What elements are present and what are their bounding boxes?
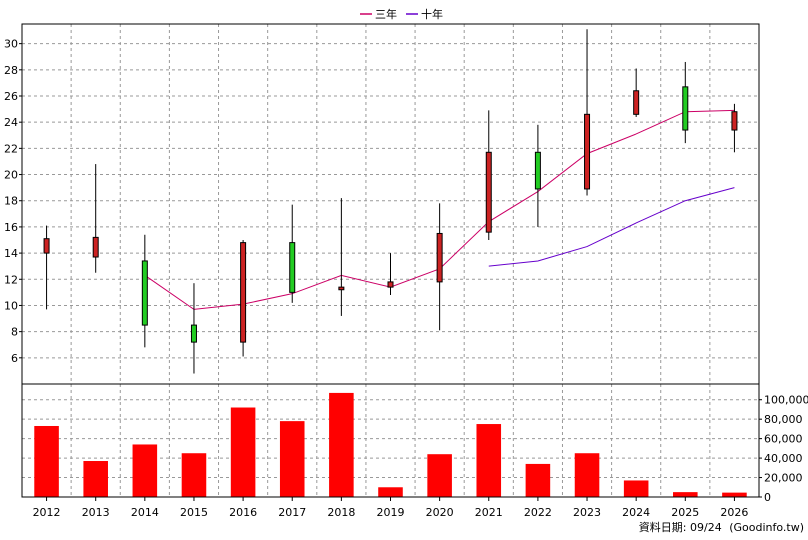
volume-bar bbox=[34, 425, 59, 497]
footer-source: (Goodinfo.tw) bbox=[729, 521, 804, 534]
volume-axis: 0 20,000 40,000 60,000 80,000 100,000 bbox=[759, 394, 808, 504]
candlestick bbox=[584, 29, 591, 196]
x-tick-label: 2023 bbox=[573, 506, 601, 519]
y-tick-label: 30 bbox=[4, 38, 18, 51]
candlestick bbox=[289, 204, 296, 303]
candlestick bbox=[534, 124, 541, 227]
candle-body bbox=[584, 113, 591, 190]
y-tick-label: 20 bbox=[4, 169, 18, 182]
y-tick-label: 26 bbox=[4, 90, 18, 103]
candlestick bbox=[436, 203, 443, 331]
x-tick-label: 2013 bbox=[82, 506, 110, 519]
series-line bbox=[488, 187, 735, 267]
volume-tick-label: 40,000 bbox=[764, 452, 803, 465]
volume-bar bbox=[230, 407, 256, 497]
x-tick-label: 2015 bbox=[180, 506, 208, 519]
x-tick-label: 2017 bbox=[278, 506, 306, 519]
candlestick bbox=[43, 225, 50, 310]
candle-body bbox=[534, 151, 541, 190]
volume-bar bbox=[623, 480, 649, 497]
y-tick-label: 16 bbox=[4, 221, 18, 234]
candlestick bbox=[141, 234, 148, 348]
volume-bar bbox=[525, 463, 551, 497]
volume-bar bbox=[722, 492, 747, 497]
candle-body bbox=[240, 242, 247, 343]
y-tick-label: 6 bbox=[11, 352, 18, 365]
candle-body bbox=[92, 236, 99, 258]
candle-body bbox=[141, 260, 148, 326]
x-tick-label: 2021 bbox=[475, 506, 503, 519]
volume-bar bbox=[673, 492, 698, 497]
footer-date-source: 資料日期: 09/24 (Goodinfo.tw) bbox=[639, 520, 804, 534]
candlesticks bbox=[43, 29, 738, 374]
candlestick bbox=[338, 198, 345, 316]
candlestick bbox=[731, 103, 738, 153]
y-tick-label: 22 bbox=[4, 142, 18, 155]
volume-bar bbox=[378, 487, 403, 497]
x-tick-label: 2025 bbox=[671, 506, 699, 519]
volume-bar bbox=[427, 454, 452, 497]
volume-tick-label: 0 bbox=[764, 491, 771, 504]
x-tick-label: 2016 bbox=[229, 506, 257, 519]
volume-tick-label: 60,000 bbox=[764, 433, 803, 446]
volume-tick-label: 20,000 bbox=[764, 472, 803, 485]
volume-tick-label: 80,000 bbox=[764, 413, 803, 426]
volume-bar bbox=[181, 453, 207, 497]
candle-body bbox=[485, 151, 492, 233]
candle-body bbox=[731, 111, 738, 131]
candlestick bbox=[485, 110, 492, 240]
x-tick-label: 2022 bbox=[524, 506, 552, 519]
candle-body bbox=[289, 242, 296, 293]
volume-bar bbox=[574, 453, 600, 497]
candlestick bbox=[633, 68, 640, 117]
candlestick bbox=[387, 253, 394, 295]
candle-body bbox=[682, 86, 689, 131]
y-tick-label: 28 bbox=[4, 64, 18, 77]
x-tick-label: 2018 bbox=[327, 506, 355, 519]
y-tick-label: 24 bbox=[4, 116, 18, 129]
volume-bar bbox=[83, 461, 108, 497]
x-tick-label: 2012 bbox=[33, 506, 61, 519]
candlestick bbox=[92, 164, 99, 273]
y-tick-label: 8 bbox=[11, 326, 18, 339]
legend-label: 十年 bbox=[421, 7, 443, 21]
candle-body bbox=[436, 232, 443, 283]
volume-bar bbox=[476, 424, 502, 497]
volume-bars bbox=[34, 392, 747, 497]
y-tick-label: 14 bbox=[4, 247, 18, 260]
candle-body bbox=[387, 281, 394, 288]
y-tick-label: 18 bbox=[4, 195, 18, 208]
year-axis: 2012 2013 2014 2015 2016 2017 2018 2019 2020 2021… bbox=[33, 497, 748, 519]
volume-bar bbox=[279, 421, 305, 497]
x-tick-label: 2026 bbox=[720, 506, 748, 519]
volume-bar bbox=[132, 444, 158, 497]
x-tick-label: 2024 bbox=[622, 506, 650, 519]
volume-tick-label: 100,000 bbox=[764, 394, 808, 407]
candle-body bbox=[338, 286, 345, 291]
volume-bar bbox=[329, 392, 354, 497]
candle-body bbox=[633, 90, 640, 115]
footer-date: 資料日期: 09/24 bbox=[639, 520, 722, 534]
legend-label: 三年 bbox=[375, 7, 397, 21]
candle-body bbox=[190, 324, 197, 343]
x-tick-label: 2014 bbox=[131, 506, 159, 519]
price-grid bbox=[22, 24, 759, 384]
candlestick bbox=[190, 283, 197, 374]
legend: 三年 十年 bbox=[360, 7, 443, 21]
x-tick-label: 2019 bbox=[377, 506, 405, 519]
candle-body bbox=[43, 238, 50, 254]
y-tick-label: 12 bbox=[4, 273, 18, 286]
y-tick-label: 10 bbox=[4, 299, 18, 312]
candlestick bbox=[240, 240, 247, 357]
candlestick bbox=[682, 61, 689, 144]
x-tick-label: 2020 bbox=[426, 506, 454, 519]
price-axis: 6 8 10 12 14 16 18 20 22 24 26 28 30 bbox=[4, 38, 22, 365]
